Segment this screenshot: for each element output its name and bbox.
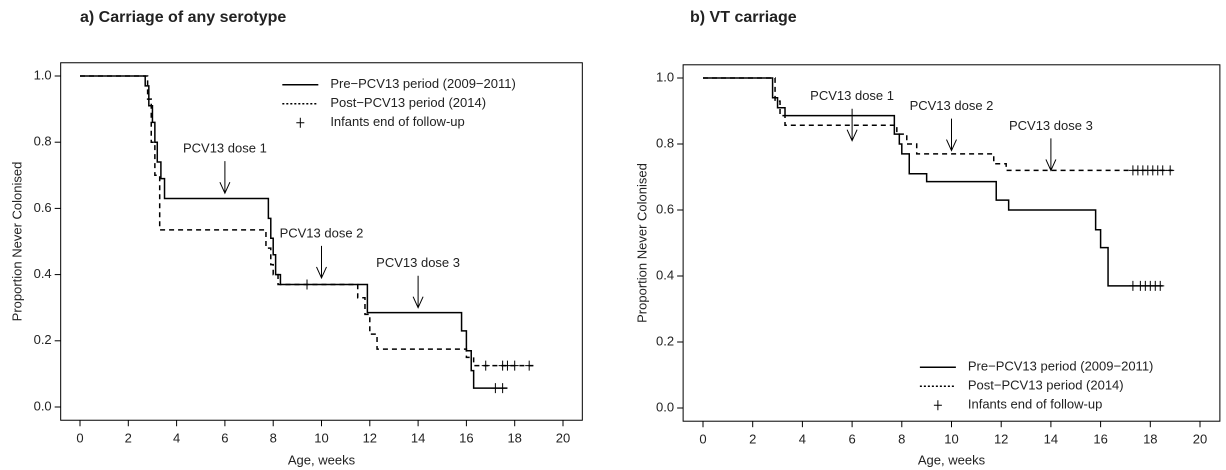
x-tick-label: 4 [799, 432, 806, 447]
censor-mark [1156, 280, 1165, 291]
y-tick-label: 0.0 [34, 398, 52, 413]
panel: b) VT carriage Age, weeks Proportion Never… [634, 9, 1221, 467]
y-tick-label: 0.6 [34, 200, 52, 215]
annotation-arrow [412, 275, 424, 309]
y-axis-label: Proportion Never Colonised [9, 162, 24, 322]
censor-mark [491, 383, 500, 394]
chart-title: b) VT carriage [690, 9, 797, 26]
censor-mark [525, 360, 534, 371]
annotation-text: PCV13 dose 2 [280, 225, 364, 240]
censor-mark [503, 360, 512, 371]
y-axis-label: Proportion Never Colonised [634, 163, 649, 323]
survival-line [703, 77, 1163, 287]
x-tick-label: 8 [270, 431, 277, 446]
legend-censor-swatch [296, 117, 305, 128]
x-tick-label: 20 [1193, 432, 1207, 447]
legend-censor-swatch [933, 400, 942, 411]
x-tick-label: 18 [507, 431, 521, 446]
annotation-text: PCV13 dose 3 [1009, 118, 1093, 133]
censor-mark [1158, 165, 1167, 176]
annotation-text: PCV13 dose 2 [910, 98, 994, 113]
y-tick-label: 0.4 [656, 267, 674, 282]
annotation-text: PCV13 dose 3 [376, 255, 460, 270]
y-tick-label: 0.8 [34, 134, 52, 149]
annotation-arrow [846, 108, 858, 142]
x-tick-label: 0 [76, 431, 83, 446]
censor-mark [510, 360, 519, 371]
y-tick-label: 0.2 [34, 332, 52, 347]
x-tick-label: 2 [125, 431, 132, 446]
y-tick-label: 0.6 [656, 201, 674, 216]
y-tick-label: 0.8 [656, 135, 674, 150]
censor-mark [1128, 280, 1137, 291]
x-tick-label: 12 [994, 432, 1008, 447]
x-tick-label: 4 [173, 431, 180, 446]
censor-mark [481, 360, 490, 371]
x-tick-label: 6 [848, 432, 855, 447]
chart-title: a) Carriage of any serotype [80, 9, 286, 26]
y-tick-label: 0.0 [656, 399, 674, 414]
survival-line [80, 75, 537, 367]
panel: a) Carriage of any serotype Age, weeks Pro… [9, 9, 583, 467]
x-tick-label: 14 [1044, 432, 1058, 447]
legend-label: Pre−PCV13 period (2009−2011) [968, 359, 1154, 374]
plot-frame [60, 62, 583, 421]
legend-label: Infants end of follow-up [968, 397, 1102, 412]
annotation-arrow [316, 245, 327, 280]
x-tick-label: 12 [363, 431, 377, 446]
annotation-arrow [219, 161, 231, 195]
y-tick-label: 0.2 [656, 333, 674, 348]
x-tick-label: 10 [314, 431, 328, 446]
x-tick-label: 0 [699, 432, 706, 447]
x-tick-label: 8 [898, 432, 905, 447]
x-tick-label: 16 [1093, 432, 1107, 447]
x-axis-label: Age, weeks [918, 452, 986, 467]
survival-line [80, 75, 508, 389]
x-tick-label: 20 [556, 431, 570, 446]
y-tick-label: 0.4 [34, 266, 52, 281]
x-tick-label: 6 [221, 431, 228, 446]
annotation-text: PCV13 dose 1 [183, 141, 267, 156]
x-tick-label: 14 [411, 431, 425, 446]
annotation-arrow [1045, 138, 1057, 172]
x-tick-label: 2 [749, 432, 756, 447]
annotation-text: PCV13 dose 1 [810, 88, 894, 103]
x-tick-label: 10 [944, 432, 958, 447]
annotation-arrow [946, 118, 957, 152]
y-tick-label: 1.0 [34, 67, 52, 82]
legend-label: Pre−PCV13 period (2009−2011) [330, 76, 516, 91]
x-tick-label: 18 [1143, 432, 1157, 447]
y-tick-label: 1.0 [656, 69, 674, 84]
survival-line [703, 77, 1173, 172]
legend-label: Post−PCV13 period (2014) [968, 378, 1124, 393]
legend-label: Infants end of follow-up [330, 114, 464, 129]
censor-mark [498, 383, 507, 394]
x-axis-label: Age, weeks [288, 452, 356, 467]
legend-label: Post−PCV13 period (2014) [330, 95, 486, 110]
censor-mark [1166, 165, 1175, 176]
x-tick-label: 16 [459, 431, 473, 446]
